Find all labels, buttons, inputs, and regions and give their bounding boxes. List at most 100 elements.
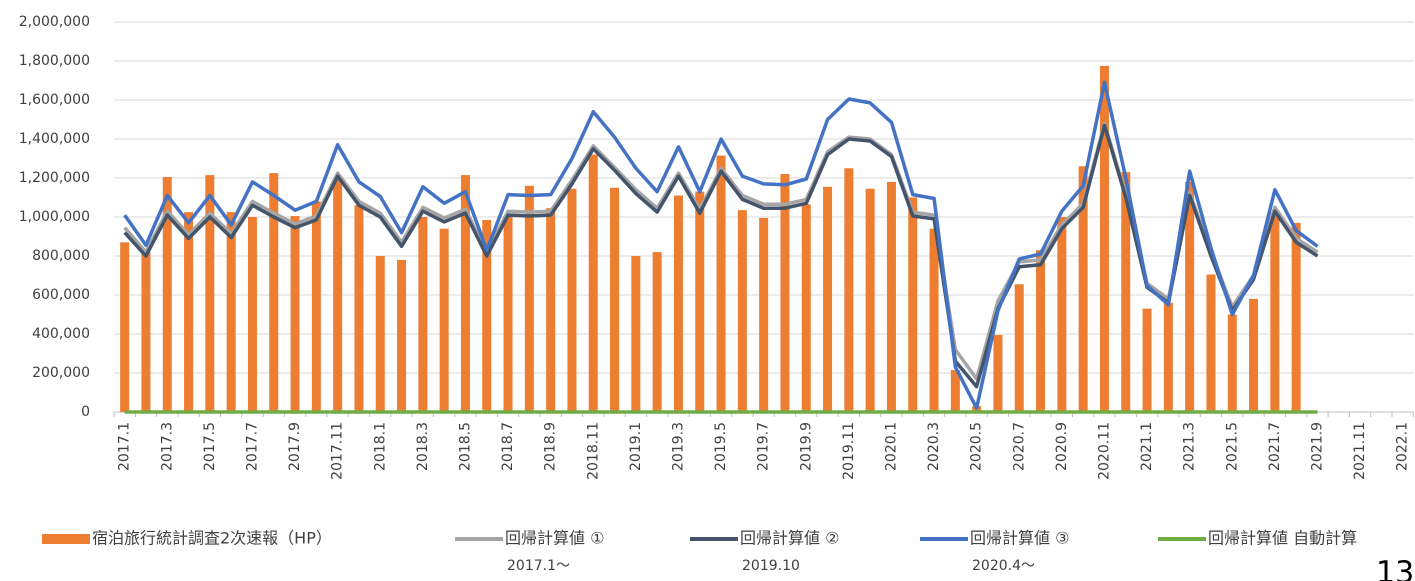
x-tick-label: 2020.11 — [1096, 422, 1112, 480]
bar — [1206, 274, 1216, 412]
x-tick-label: 2020.7 — [1011, 422, 1027, 471]
x-tick-label: 2020.9 — [1054, 422, 1070, 471]
legend-swatch — [42, 534, 90, 544]
y-tick-label: 0 — [81, 404, 90, 420]
legend-note: 2020.4〜 — [972, 558, 1035, 574]
x-tick-label: 2021.11 — [1352, 422, 1368, 480]
bar — [610, 187, 620, 412]
bar — [546, 208, 556, 412]
bar — [524, 185, 534, 412]
bar — [247, 217, 257, 412]
x-tick-label: 2018.9 — [543, 422, 559, 471]
y-tick-label: 200,000 — [32, 365, 90, 381]
y-tick-label: 1,000,000 — [19, 209, 90, 225]
bar — [482, 219, 492, 412]
bar — [737, 210, 747, 412]
bar — [1227, 314, 1237, 412]
y-tick-label: 1,600,000 — [19, 92, 90, 108]
bar — [1163, 302, 1173, 412]
bar — [184, 212, 194, 412]
legend-note: 2017.1〜 — [507, 558, 570, 574]
x-tick-label: 2018.7 — [500, 422, 516, 471]
bar — [993, 334, 1003, 412]
bar — [311, 201, 321, 412]
y-tick-label: 600,000 — [32, 287, 90, 303]
x-tick-label: 2021.5 — [1224, 422, 1240, 471]
x-tick-label: 2017.7 — [244, 422, 260, 471]
bar — [375, 256, 385, 412]
bar — [1185, 181, 1195, 412]
bar — [439, 228, 449, 412]
bar — [1036, 250, 1046, 412]
bar — [759, 217, 769, 412]
bar — [226, 212, 236, 412]
legend-label: 回帰計算値 自動計算 — [1208, 529, 1357, 548]
bar — [929, 228, 939, 412]
y-tick-label: 1,800,000 — [19, 53, 90, 69]
bar — [120, 242, 130, 412]
bar — [1142, 308, 1152, 412]
bar — [865, 188, 875, 412]
bar — [418, 217, 428, 412]
x-tick-label: 2017.5 — [202, 422, 218, 471]
x-tick-label: 2019.5 — [713, 422, 729, 471]
bar — [631, 256, 641, 412]
bar — [780, 174, 790, 412]
bar — [1014, 284, 1024, 412]
x-tick-label: 2021.1 — [1139, 422, 1155, 471]
bar — [162, 177, 172, 412]
bar — [908, 197, 918, 412]
x-tick-label: 2017.11 — [330, 422, 346, 480]
page-number: 13 — [1376, 556, 1414, 581]
bar — [205, 175, 215, 412]
bar — [652, 252, 662, 412]
x-tick-label: 2021.3 — [1182, 422, 1198, 471]
bar — [397, 259, 407, 412]
legend-label: 回帰計算値 ③ — [970, 529, 1069, 548]
bar — [290, 216, 300, 412]
x-tick-label: 2018.3 — [415, 422, 431, 471]
x-tick-label: 2019.11 — [841, 422, 857, 480]
bar — [950, 370, 960, 412]
bar — [460, 175, 470, 412]
x-tick-label: 2020.3 — [926, 422, 942, 471]
x-tick-label: 2017.3 — [159, 422, 175, 471]
legend-note: 2019.10 — [742, 558, 800, 574]
bar — [1099, 65, 1109, 412]
bar — [269, 173, 279, 412]
line — [123, 80, 1319, 410]
bar — [716, 155, 726, 412]
x-tick-label: 2019.9 — [798, 422, 814, 471]
x-tick-label: 2018.5 — [457, 422, 473, 471]
bar — [1078, 166, 1088, 412]
x-tick-label: 2019.7 — [756, 422, 772, 471]
y-tick-label: 2,000,000 — [19, 14, 90, 30]
bar — [141, 252, 151, 412]
bar — [1270, 213, 1280, 412]
legend-label: 宿泊旅行統計調査2次速報（HP） — [92, 529, 332, 548]
bar — [333, 178, 343, 412]
x-tick-label: 2020.5 — [969, 422, 985, 471]
x-tick-label: 2020.1 — [883, 422, 899, 471]
x-tick-label: 2017.1 — [117, 422, 133, 471]
bar — [503, 217, 513, 412]
x-tick-label: 2019.3 — [670, 422, 686, 471]
x-tick-label: 2017.9 — [287, 422, 303, 471]
bar — [823, 186, 833, 412]
x-tick-label: 2019.1 — [628, 422, 644, 471]
bar — [567, 188, 577, 412]
bar — [1121, 172, 1131, 412]
legend-label: 回帰計算値 ② — [740, 529, 839, 548]
legend-label: 回帰計算値 ① — [505, 529, 604, 548]
bar — [801, 204, 811, 412]
x-tick-label: 2018.11 — [585, 422, 601, 480]
bar — [673, 195, 683, 412]
x-tick-label: 2021.9 — [1309, 422, 1325, 471]
y-tick-label: 800,000 — [32, 248, 90, 264]
y-tick-label: 1,200,000 — [19, 170, 90, 186]
x-tick-label: 2021.7 — [1267, 422, 1283, 471]
x-tick-label: 2018.1 — [372, 422, 388, 471]
line — [123, 123, 1319, 389]
bar — [695, 191, 705, 412]
